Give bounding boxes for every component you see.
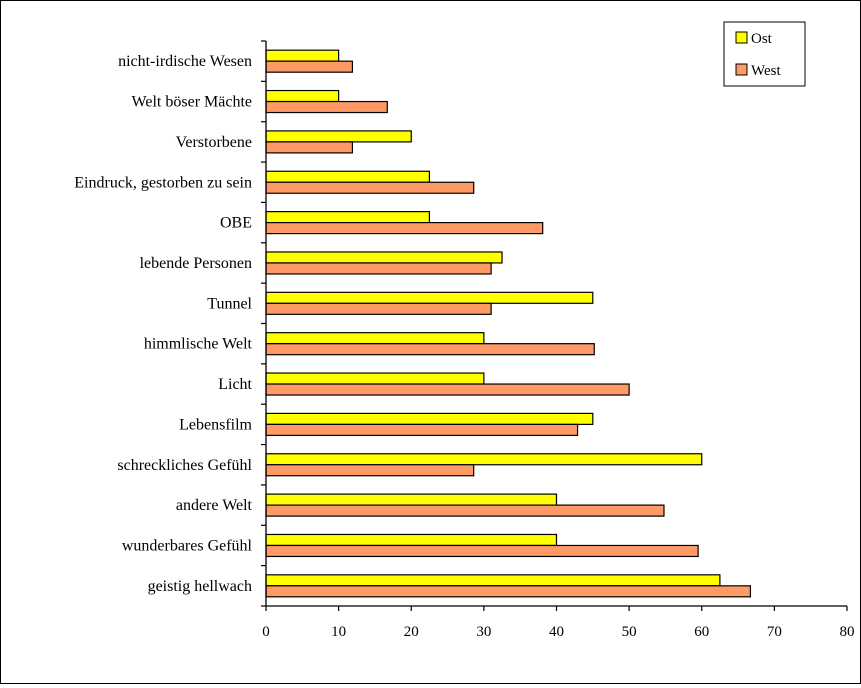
legend-swatch-west (735, 63, 748, 76)
category-label-andere-welt: andere Welt (176, 497, 253, 514)
category-label-tunnel: Tunnel (207, 295, 252, 312)
category-label-schreckliches-gefühl: schreckliches Gefühl (117, 457, 252, 474)
bar-west-lebende-personen (265, 262, 492, 275)
x-tick-label-50: 50 (622, 624, 637, 640)
bar-west-schreckliches-gefühl (265, 464, 475, 477)
bar-ost-licht (265, 372, 485, 385)
category-label-nicht-irdische-wesen: nicht-irdische Wesen (118, 53, 252, 70)
category-label-lebensfilm: Lebensfilm (179, 416, 252, 433)
legend-swatch-ost (735, 31, 748, 44)
bar-ost-tunnel (265, 291, 594, 304)
x-tick-label-60: 60 (694, 624, 709, 640)
bar-ost-lebende-personen (265, 251, 503, 264)
category-label-verstorbene: Verstorbene (176, 134, 252, 151)
category-label-licht: Licht (218, 376, 252, 393)
bar-west-tunnel (265, 302, 492, 315)
x-tick-label-40: 40 (549, 624, 564, 640)
bar-ost-schreckliches-gefühl (265, 453, 703, 466)
bar-ost-welt-böser-mächte (265, 89, 340, 103)
bar-ost-wunderbares-gefühl (265, 533, 558, 547)
category-label-geistig-hellwach: geistig hellwach (148, 578, 252, 595)
axes: 0 10 20 30 40 50 60 70 80 (261, 40, 855, 640)
category-label-eindruck-gestorben-zu-sein: Eindruck, gestorben zu sein (74, 174, 252, 191)
x-tick-label-80: 80 (840, 624, 855, 640)
bar-ost-nicht-irdische-wesen (265, 49, 340, 62)
category-labels: nicht-irdische Wesen Welt böser Mächte Ver… (74, 53, 252, 595)
legend: Ost West (723, 21, 806, 87)
bar-west-andere-welt (265, 504, 665, 517)
legend-label-west: West (751, 63, 781, 79)
bar-west-geistig-hellwach (265, 585, 752, 598)
category-label-wunderbares-gefühl: wunderbares Gefühl (122, 537, 253, 554)
bar-west-nicht-irdische-wesen (265, 60, 354, 73)
bar-ost-andere-welt (265, 493, 558, 506)
bar-west-welt-böser-mächte (265, 100, 388, 114)
bar-ost-lebensfilm (265, 412, 594, 425)
bar-west-verstorbene (265, 141, 354, 154)
x-tick-label-20: 20 (404, 624, 419, 640)
bar-west-eindruck-gestorben-zu-sein (265, 181, 475, 194)
bar-ost-verstorbene (265, 130, 412, 143)
bar-ost-obe (265, 211, 431, 224)
x-tick-label-0: 0 (262, 624, 270, 640)
bar-west-himmlische-welt (265, 343, 595, 356)
category-label-lebende-personen: lebende Personen (140, 255, 252, 272)
x-tick-label-10: 10 (331, 624, 346, 640)
legend-label-ost: Ost (751, 31, 773, 47)
bar-west-licht (265, 383, 630, 396)
bars (265, 49, 752, 598)
x-tick-label-30: 30 (476, 624, 491, 640)
bar-ost-eindruck-gestorben-zu-sein (265, 170, 431, 183)
bar-west-lebensfilm (265, 423, 579, 436)
bar-ost-geistig-hellwach (265, 574, 721, 587)
category-label-obe: OBE (220, 215, 252, 232)
bar-west-obe (265, 222, 544, 235)
category-label-welt-böser-mächte: Welt böser Mächte (132, 94, 252, 111)
bar-ost-himmlische-welt (265, 332, 485, 345)
category-label-himmlische-welt: himmlische Welt (144, 336, 253, 353)
x-tick-label-70: 70 (767, 624, 782, 640)
bar-west-wunderbares-gefühl (265, 544, 699, 558)
